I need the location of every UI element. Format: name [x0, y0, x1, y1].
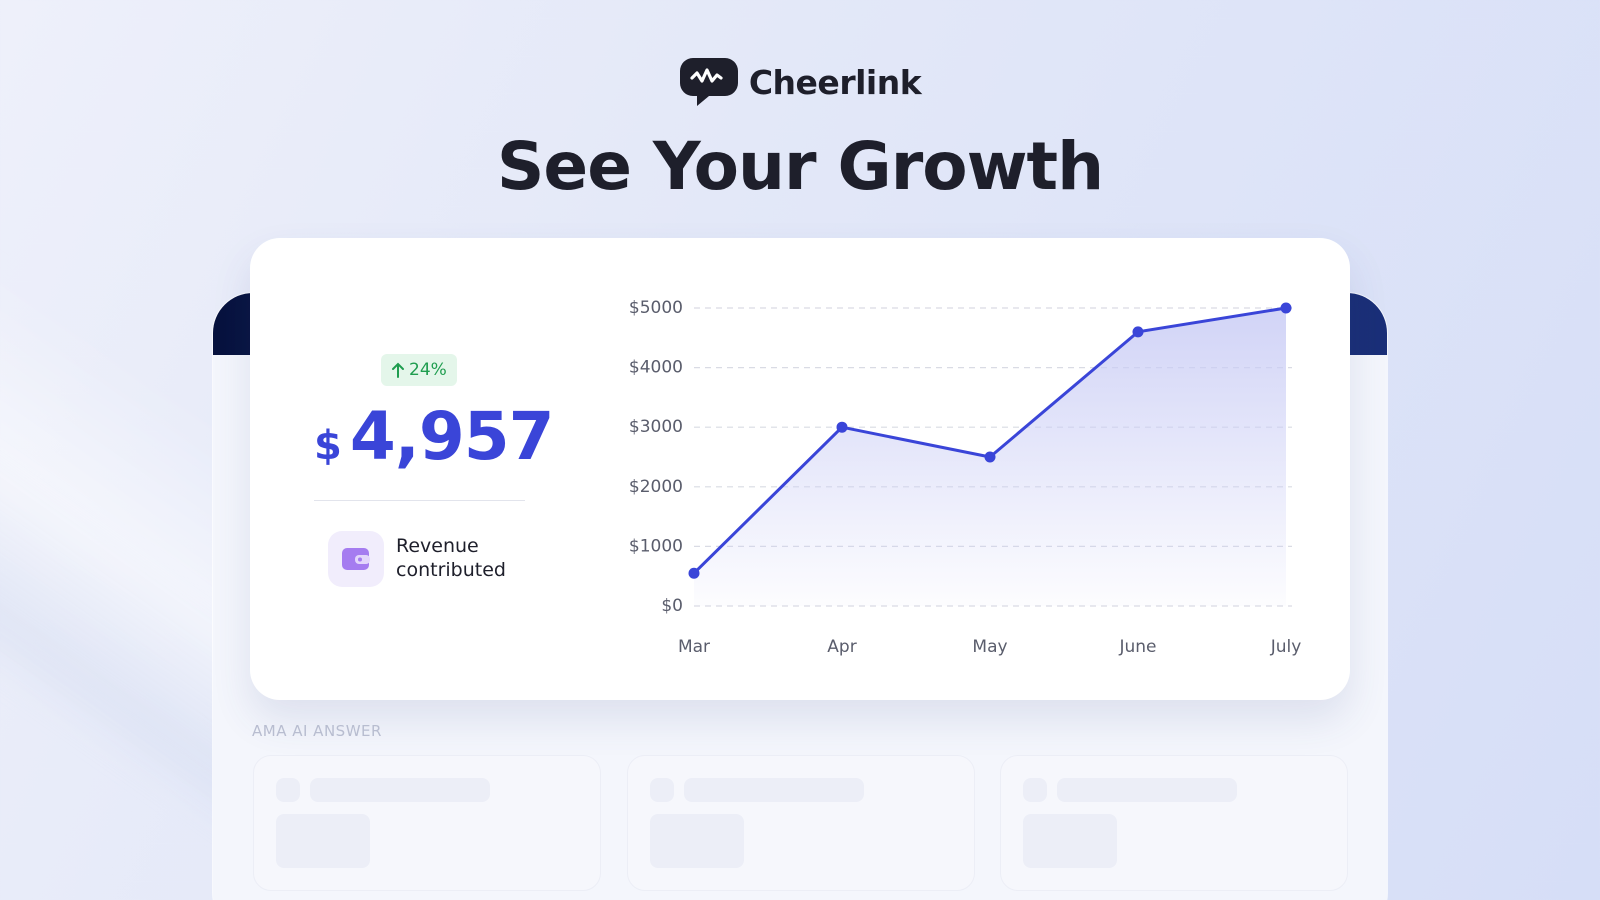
point: [836, 421, 848, 433]
placeholder-card: [1000, 755, 1348, 891]
change-badge: 24%: [381, 354, 457, 386]
y-tick-label: $1000: [629, 536, 683, 556]
point: [688, 567, 700, 579]
revenue-card: 24% $ 4,957 Revenue contributed $0 $1000 $…: [250, 238, 1350, 700]
brand: Cheerlink: [0, 56, 1600, 108]
metric-label: Revenue contributed: [396, 535, 506, 581]
point: [984, 451, 996, 463]
brand-name: Cheerlink: [748, 62, 922, 102]
y-tick-label: $4000: [629, 358, 683, 378]
x-tick-label: Apr: [827, 637, 856, 657]
y-tick-label: $5000: [629, 298, 683, 318]
change-value: 24%: [409, 360, 447, 380]
section-label: AMA AI ANSWER: [252, 722, 382, 740]
x-tick-label: July: [1270, 637, 1302, 657]
x-tick-label: Mar: [678, 637, 710, 657]
divider: [314, 500, 525, 501]
y-tick-label: $2000: [629, 477, 683, 497]
point: [1132, 326, 1144, 338]
x-tick-label: June: [1118, 637, 1156, 657]
brand-logo: [679, 58, 738, 106]
x-tick-label: May: [972, 637, 1007, 657]
headline: See Your Growth: [496, 128, 1104, 205]
currency: $: [314, 423, 342, 469]
revenue-amount: $ 4,957: [314, 398, 555, 475]
point: [1280, 302, 1292, 314]
placeholder-card: [627, 755, 975, 891]
y-tick-label: $0: [661, 596, 683, 616]
placeholder-card: [253, 755, 601, 891]
y-tick-label: $3000: [629, 417, 683, 437]
amount: 4,957: [349, 398, 555, 475]
chart: $0 $1000 $2000 $3000 $4000 $5000 Mar Apr May June…: [629, 298, 1302, 657]
wallet-icon: [328, 531, 384, 587]
